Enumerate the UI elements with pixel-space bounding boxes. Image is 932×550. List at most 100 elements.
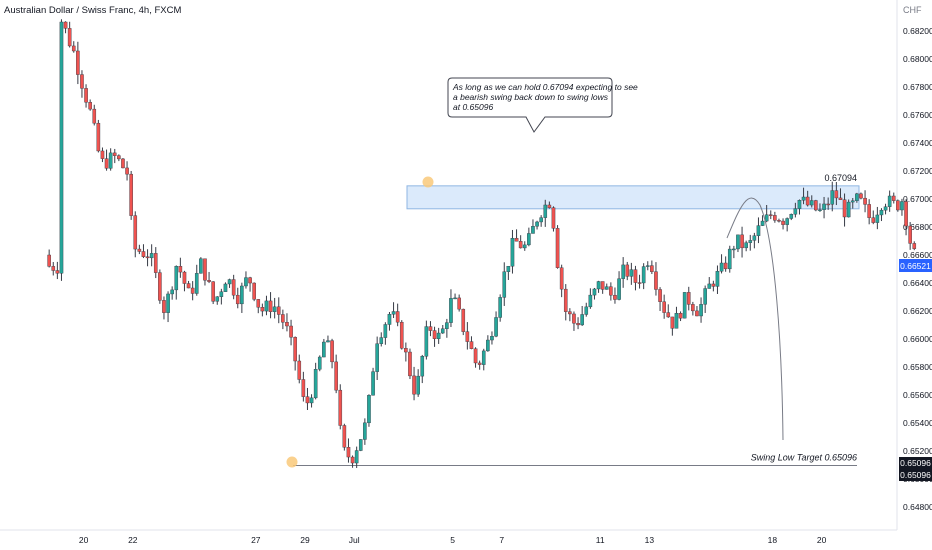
candle (457, 294, 461, 312)
candle (313, 362, 318, 400)
support-line-group: Swing Low Target 0.65096 (293, 453, 857, 467)
candle (760, 215, 765, 227)
candle (867, 199, 871, 225)
candle (629, 262, 634, 285)
time-tick-label: 5 (450, 535, 455, 545)
candle (896, 199, 900, 212)
candle (223, 282, 228, 292)
candle (727, 245, 732, 273)
candle (227, 278, 232, 288)
candle (276, 297, 281, 324)
candle (125, 161, 129, 181)
candle (391, 302, 396, 318)
price-tick-label: 0.67000 (903, 194, 932, 204)
candle (580, 305, 584, 326)
candle (723, 256, 728, 272)
swing-low-label: Swing Low Target 0.65096 (751, 453, 857, 463)
time-axis-ticks: 20222729Jul57111318202527Aug3 (79, 535, 827, 545)
candle (592, 287, 597, 300)
candle (527, 227, 531, 247)
candle (617, 271, 621, 301)
candle (891, 192, 896, 204)
candle (711, 280, 716, 292)
candle (174, 265, 179, 300)
candle (186, 280, 191, 289)
price-axis-ticks: 0.68200 0.68000 0.67800 0.67600 0.67400 0.672… (903, 26, 932, 512)
candle (678, 311, 683, 322)
time-tick-label: 20 (79, 535, 89, 545)
price-tick-label: 0.66600 (903, 250, 932, 260)
candle (453, 293, 457, 300)
candle (469, 336, 474, 350)
candle (801, 187, 806, 205)
candle (207, 271, 211, 284)
time-tick-label: 7 (499, 535, 504, 545)
candle (666, 304, 671, 318)
price-tick-label: 0.66800 (903, 222, 932, 232)
candle (108, 148, 113, 171)
candle (461, 308, 466, 336)
target-badge-2: 0.65096 (900, 470, 931, 480)
candle (563, 284, 568, 321)
candle (855, 192, 859, 203)
candle (412, 366, 416, 401)
callout[interactable]: As long as we can hold 0.67094 expecting… (447, 77, 638, 133)
candle (871, 210, 876, 225)
candle (719, 254, 724, 274)
candle (244, 271, 248, 289)
candle (420, 354, 425, 384)
candle (47, 249, 51, 268)
candle (633, 265, 638, 291)
price-tick-label: 0.68000 (903, 54, 932, 64)
price-tick-label: 0.68200 (903, 26, 932, 36)
candle (838, 188, 843, 200)
candle (736, 234, 740, 253)
candle (215, 296, 220, 305)
resistance-zone-box[interactable] (406, 185, 860, 210)
candle (346, 438, 351, 463)
candle (96, 119, 101, 153)
candle (732, 245, 736, 259)
candle (572, 311, 576, 331)
candle (695, 306, 699, 317)
candle (584, 302, 589, 317)
candle (645, 261, 650, 271)
candle (133, 211, 138, 258)
candle (387, 311, 392, 331)
candle (301, 371, 306, 402)
candle (297, 354, 302, 384)
candle (260, 303, 265, 317)
candle (621, 257, 625, 288)
candle (465, 322, 470, 350)
price-tick-label: 0.67400 (903, 138, 932, 148)
candle (104, 149, 109, 171)
candle (699, 297, 703, 323)
candle (252, 282, 256, 302)
candle (436, 327, 441, 344)
candle (691, 301, 695, 316)
candle (334, 354, 338, 394)
resistance-zone: 0.67094 (406, 173, 860, 210)
candle (883, 203, 888, 215)
candle (543, 199, 548, 227)
last-price-badge-bg (899, 259, 932, 272)
candle (342, 423, 347, 451)
candle (654, 262, 658, 296)
candle (908, 222, 912, 250)
candle (71, 41, 76, 53)
price-tick-label: 0.65400 (903, 418, 932, 428)
candle (674, 306, 679, 329)
candle (752, 232, 757, 249)
candle (309, 394, 314, 408)
candle (358, 439, 363, 452)
candle (338, 384, 343, 430)
price-tick-label: 0.65800 (903, 362, 932, 372)
price-tick-label: 0.67800 (903, 82, 932, 92)
candle (112, 148, 117, 164)
candle (117, 154, 121, 162)
candle (326, 335, 330, 343)
time-tick-label: 18 (768, 535, 778, 545)
swing-high-marker (422, 176, 434, 188)
last-price-value: 0.66521 (900, 261, 931, 271)
